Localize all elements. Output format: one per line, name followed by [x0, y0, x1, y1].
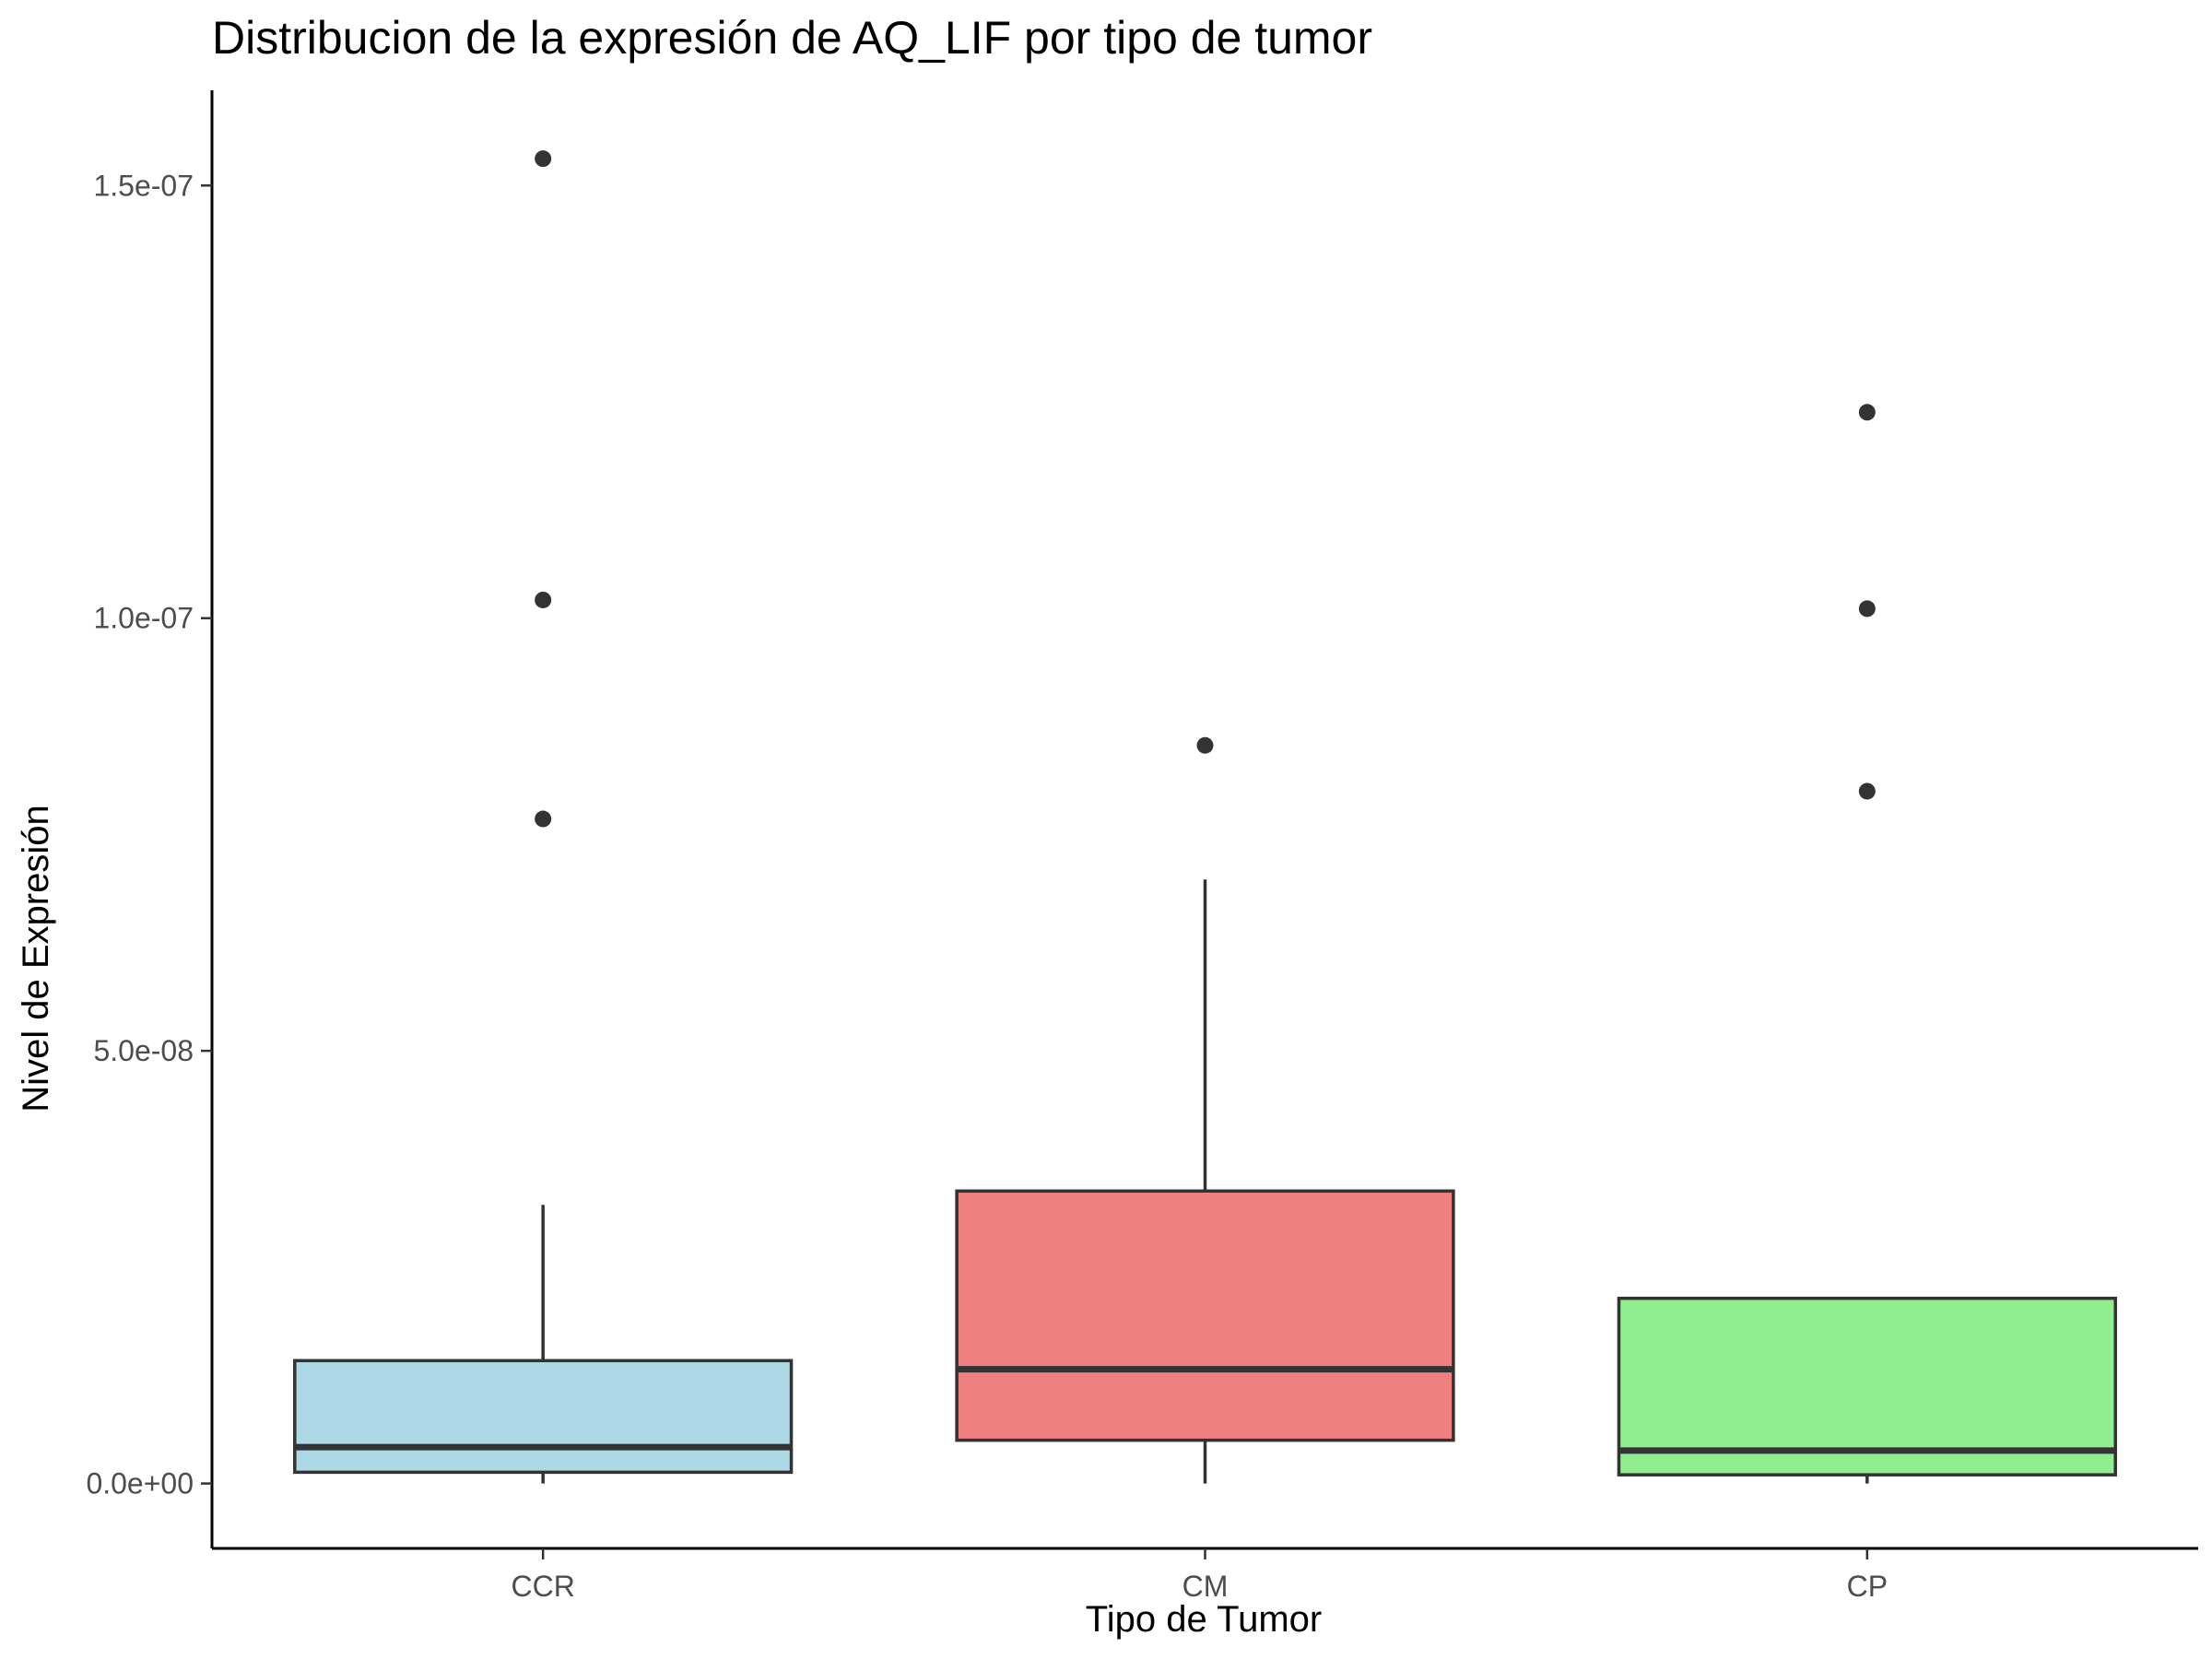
- box-ccr: [293, 1359, 794, 1475]
- y-tick-label: 1.5e-07: [93, 169, 194, 202]
- x-axis-title: Tipo de Tumor: [1086, 1599, 1322, 1640]
- outlier-point-ccr: [535, 150, 552, 168]
- x-tick-label: CM: [1182, 1570, 1229, 1603]
- box-cp: [1617, 1296, 2117, 1477]
- chart-title: Distribucion de la expresión de AQ_LIF p…: [212, 12, 1372, 64]
- x-tick-label: CP: [1847, 1570, 1888, 1603]
- y-tick-label: 0.0e+00: [86, 1467, 194, 1500]
- y-tick-label: 5.0e-08: [93, 1034, 194, 1067]
- x-tick-label: CCR: [512, 1570, 575, 1603]
- outlier-point-cp: [1858, 782, 1876, 800]
- outlier-point-cp: [1858, 404, 1876, 421]
- y-axis-title: Nivel de Expresión: [16, 805, 56, 1112]
- outlier-point-cp: [1858, 600, 1876, 618]
- box-cm: [955, 1189, 1455, 1442]
- plot-area: 0.0e+00 5.0e-08 1.0e-07 1.5e-07 CCR CM CP: [86, 90, 2198, 1603]
- y-tick-label: 1.0e-07: [93, 602, 194, 635]
- outlier-point-cm: [1196, 736, 1214, 754]
- outlier-point-ccr: [535, 591, 552, 608]
- outlier-point-ccr: [535, 810, 552, 828]
